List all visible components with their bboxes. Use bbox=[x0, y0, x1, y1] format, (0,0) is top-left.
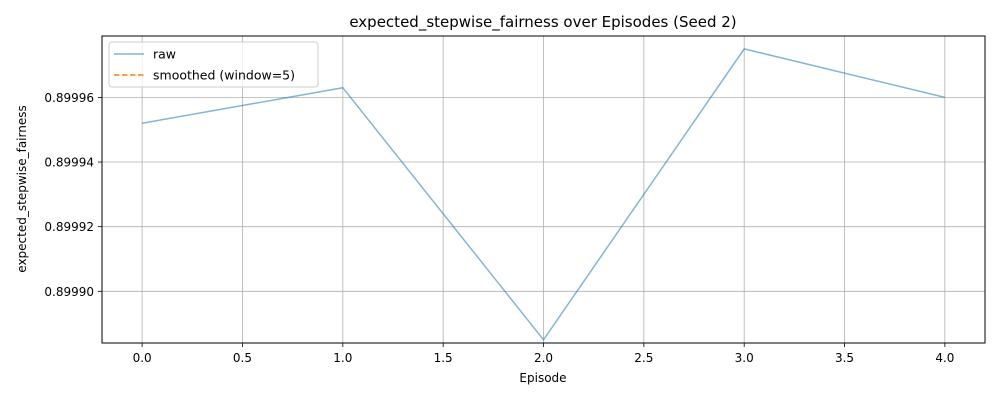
x-tick-label: 3.5 bbox=[835, 351, 854, 365]
y-axis-ticks: 0.89990 0.89992 0.89994 0.89996 bbox=[44, 91, 102, 299]
y-tick-label: 0.89990 bbox=[44, 285, 94, 299]
x-tick-label: 1.0 bbox=[333, 351, 352, 365]
y-tick-label: 0.89994 bbox=[44, 156, 94, 170]
series-line-raw bbox=[141, 48, 946, 342]
y-tick-label: 0.89996 bbox=[44, 91, 94, 105]
x-tick-label: 2.0 bbox=[534, 351, 553, 365]
y-axis-label: expected_stepwise_fairness bbox=[15, 105, 29, 272]
series-lines bbox=[141, 48, 946, 342]
x-tick-label: 4.0 bbox=[935, 351, 954, 365]
x-tick-label: 2.5 bbox=[634, 351, 653, 365]
legend-box bbox=[108, 41, 319, 88]
x-axis-ticks: 0.0 0.5 1.0 1.5 2.0 2.5 3.0 3.5 4.0 bbox=[133, 343, 954, 365]
x-tick-label: 1.5 bbox=[434, 351, 453, 365]
legend-label-raw: raw bbox=[153, 47, 176, 62]
x-axis-label: Episode bbox=[519, 371, 566, 385]
x-tick-label: 3.0 bbox=[735, 351, 754, 365]
chart-title: expected_stepwise_fairness over Episodes… bbox=[349, 13, 736, 32]
x-tick-label: 0.0 bbox=[133, 351, 152, 365]
y-tick-label: 0.89992 bbox=[44, 220, 94, 234]
x-tick-label: 0.5 bbox=[233, 351, 252, 365]
legend: raw smoothed (window=5) bbox=[108, 41, 319, 88]
legend-label-smoothed: smoothed (window=5) bbox=[153, 68, 295, 83]
